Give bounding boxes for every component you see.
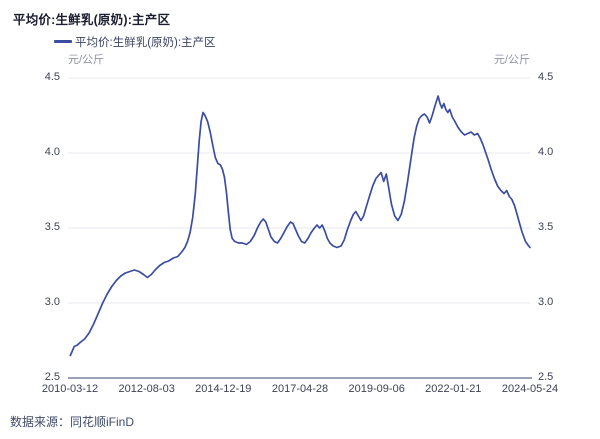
x-tick-2017-04-28: 2017-04-28 <box>271 383 329 395</box>
y-tick-left-4-5: 4.5 <box>44 71 60 83</box>
y-tick-right-4-5: 4.5 <box>538 71 554 83</box>
y-axis-unit-right: 元/公斤 <box>493 54 530 66</box>
y-tick-right-3-0: 3.0 <box>538 296 554 308</box>
y-tick-right-3-5: 3.5 <box>538 221 554 233</box>
y-tick-right-2-5: 2.5 <box>538 371 554 383</box>
y-tick-left-3-5: 3.5 <box>44 221 60 233</box>
price-series-line <box>69 95 531 357</box>
y-axis-unit-left: 元/公斤 <box>68 54 105 66</box>
data-source-note: 数据来源：同花顺iFinD <box>10 415 135 429</box>
y-tick-right-4-0: 4.0 <box>538 146 554 158</box>
y-tick-left-2-5: 2.5 <box>44 371 60 383</box>
page-title: 平均价:生鲜乳(原奶):主产区 <box>13 13 171 27</box>
x-tick-2022-01-21: 2022-01-21 <box>425 383 482 395</box>
legend-line-marker-icon <box>54 40 72 43</box>
x-tick-2012-08-03: 2012-08-03 <box>118 383 175 395</box>
x-tick-2019-09-06: 2019-09-06 <box>348 383 405 395</box>
x-tick-2024-05-24: 2024-05-24 <box>501 383 559 395</box>
y-tick-left-4-0: 4.0 <box>44 146 60 158</box>
y-tick-left-3-0: 3.0 <box>44 296 60 308</box>
x-tick-2014-12-19: 2014-12-19 <box>195 383 252 395</box>
x-tick-2010-03-12: 2010-03-12 <box>41 383 99 395</box>
legend-series-label: 平均价:生鲜乳(原奶):主产区 <box>75 37 216 49</box>
